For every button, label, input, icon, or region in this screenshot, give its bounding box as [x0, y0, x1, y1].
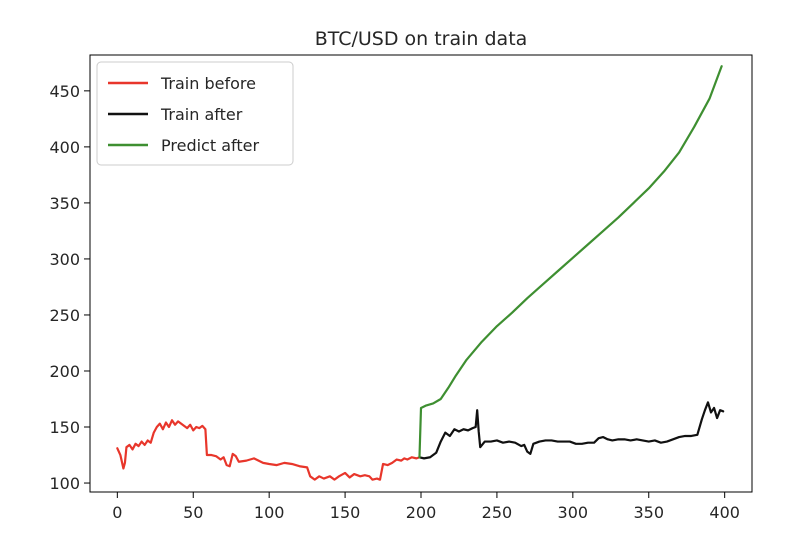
y-tick-label: 400 — [49, 138, 80, 157]
chart-title: BTC/USD on train data — [315, 28, 528, 50]
legend-label: Predict after — [161, 136, 259, 155]
legend-label: Train before — [160, 74, 256, 93]
series-line-train-after — [418, 401, 725, 460]
x-tick-label: 250 — [482, 503, 513, 522]
y-tick-label: 100 — [49, 474, 80, 493]
x-tick-label: 300 — [558, 503, 589, 522]
x-axis: 0 50 100 150 200 250 300 350 400 — [112, 492, 740, 522]
legend-box — [96, 61, 294, 166]
x-tick-label: 0 — [112, 503, 122, 522]
series-line-train-before — [116, 419, 421, 481]
x-tick-label: 50 — [183, 503, 203, 522]
x-tick-label: 400 — [709, 503, 740, 522]
x-tick-label: 150 — [330, 503, 361, 522]
y-tick-label: 450 — [49, 82, 80, 101]
x-tick-label: 100 — [254, 503, 285, 522]
x-tick-label: 350 — [633, 503, 664, 522]
plot-layer — [116, 65, 725, 481]
y-tick-label: 250 — [49, 306, 80, 325]
y-tick-label: 300 — [49, 250, 80, 269]
series-line-predict-after — [418, 65, 723, 459]
legend-label: Train after — [160, 105, 243, 124]
legend: Train before Train after Predict after — [96, 61, 294, 166]
y-tick-label: 150 — [49, 418, 80, 437]
y-tick-label: 350 — [49, 194, 80, 213]
y-axis: 100 150 200 250 300 350 400 450 — [49, 82, 90, 493]
y-tick-label: 200 — [49, 362, 80, 381]
x-tick-label: 200 — [406, 503, 437, 522]
